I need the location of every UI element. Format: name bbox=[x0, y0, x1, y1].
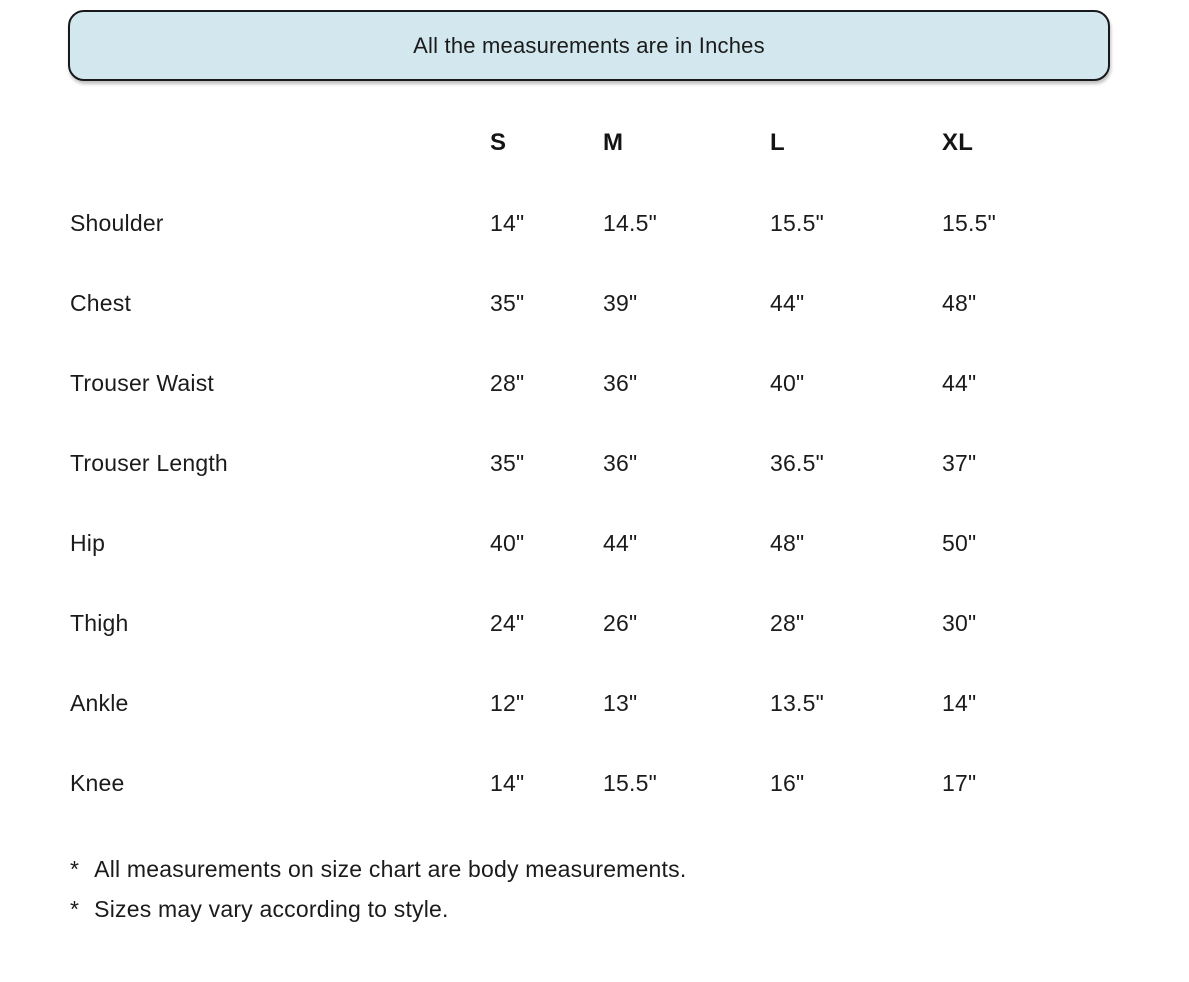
table-row: Knee 14" 15.5" 16" 17" bbox=[70, 743, 1130, 823]
table-row: Hip 40" 44" 48" 50" bbox=[70, 503, 1130, 583]
size-column-header-m: M bbox=[603, 129, 624, 156]
table-row: Trouser Length 35" 36" 36.5" 37" bbox=[70, 423, 1130, 503]
size-value: 15.5" bbox=[770, 209, 824, 236]
size-value: 44" bbox=[942, 369, 977, 396]
size-value: 30" bbox=[942, 609, 977, 636]
size-value: 16" bbox=[770, 769, 805, 796]
table-row: Shoulder 14" 14.5" 15.5" 15.5" bbox=[70, 183, 1130, 263]
size-value: 26" bbox=[603, 609, 638, 636]
size-value: 15.5" bbox=[603, 769, 657, 796]
size-value: 35" bbox=[490, 449, 525, 476]
row-label: Thigh bbox=[70, 609, 129, 636]
row-label: Shoulder bbox=[70, 209, 164, 236]
size-value: 40" bbox=[490, 529, 525, 556]
size-value: 14.5" bbox=[603, 209, 657, 236]
size-value: 37" bbox=[942, 449, 977, 476]
size-value: 48" bbox=[942, 289, 977, 316]
size-value: 14" bbox=[490, 769, 525, 796]
row-label: Hip bbox=[70, 529, 106, 556]
size-value: 44" bbox=[770, 289, 805, 316]
table-row: Chest 35" 39" 44" 48" bbox=[70, 263, 1130, 343]
size-value: 28" bbox=[770, 609, 805, 636]
measurement-column-header bbox=[70, 103, 490, 183]
size-value: 44" bbox=[603, 529, 638, 556]
size-value: 36" bbox=[603, 449, 638, 476]
row-label: Ankle bbox=[70, 689, 129, 716]
footnote-text: All measurements on size chart are body … bbox=[94, 855, 687, 882]
row-label: Trouser Length bbox=[70, 449, 228, 476]
size-value: 35" bbox=[490, 289, 525, 316]
size-value: 14" bbox=[942, 689, 977, 716]
measurement-unit-banner-text: All the measurements are in Inches bbox=[413, 32, 765, 58]
row-label: Trouser Waist bbox=[70, 369, 215, 396]
size-value: 12" bbox=[490, 689, 525, 716]
measurement-unit-banner: All the measurements are in Inches bbox=[68, 10, 1110, 81]
table-row: Trouser Waist 28" 36" 40" 44" bbox=[70, 343, 1130, 423]
row-label: Chest bbox=[70, 289, 132, 316]
size-value: 36.5" bbox=[770, 449, 824, 476]
asterisk-marker: * bbox=[70, 855, 80, 882]
asterisk-marker: * bbox=[70, 895, 80, 922]
size-value: 13" bbox=[603, 689, 638, 716]
size-value: 50" bbox=[942, 529, 977, 556]
size-column-header-s: S bbox=[490, 129, 507, 156]
size-value: 14" bbox=[490, 209, 525, 236]
size-column-header-l: L bbox=[770, 129, 785, 156]
size-value: 24" bbox=[490, 609, 525, 636]
size-chart-table: S M L XL Shoulder 14" 14.5" 15.5" 15.5" … bbox=[70, 103, 1130, 823]
size-value: 39" bbox=[603, 289, 638, 316]
header-row: S M L XL bbox=[70, 103, 1130, 183]
size-value: 48" bbox=[770, 529, 805, 556]
table-row: Ankle 12" 13" 13.5" 14" bbox=[70, 663, 1130, 743]
row-label: Knee bbox=[70, 769, 125, 796]
table-row: Thigh 24" 26" 28" 30" bbox=[70, 583, 1130, 663]
footnote-text: Sizes may vary according to style. bbox=[94, 895, 449, 922]
size-column-header-xl: XL bbox=[942, 129, 974, 156]
size-value: 28" bbox=[490, 369, 525, 396]
footnote: * All measurements on size chart are bod… bbox=[70, 849, 686, 889]
footnotes: * All measurements on size chart are bod… bbox=[70, 849, 686, 929]
size-value: 17" bbox=[942, 769, 977, 796]
footnote: * Sizes may vary according to style. bbox=[70, 889, 686, 929]
size-value: 13.5" bbox=[770, 689, 824, 716]
size-value: 40" bbox=[770, 369, 805, 396]
size-value: 15.5" bbox=[942, 209, 996, 236]
size-value: 36" bbox=[603, 369, 638, 396]
